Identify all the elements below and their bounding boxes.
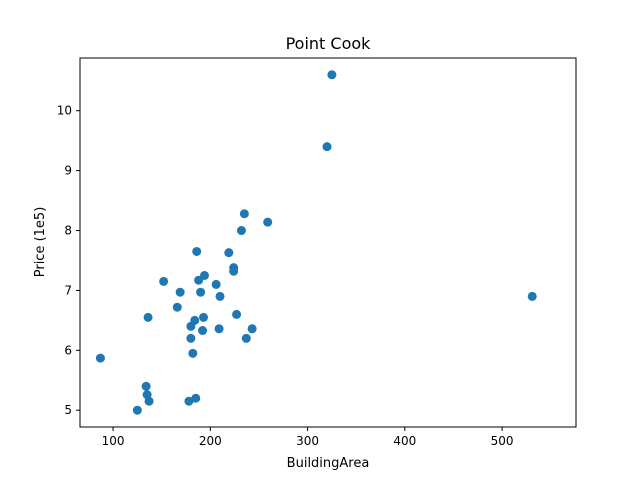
chart-title: Point Cook (286, 34, 372, 53)
data-point (199, 270, 209, 280)
data-point (188, 348, 198, 358)
data-point (199, 312, 209, 322)
data-point (175, 287, 185, 297)
data-point (190, 315, 200, 325)
x-tick-label: 100 (102, 434, 125, 448)
data-point (229, 266, 239, 276)
data-point (263, 217, 273, 227)
y-tick-label: 6 (64, 343, 72, 357)
data-point (327, 70, 337, 80)
data-point (211, 279, 221, 289)
data-point (224, 248, 234, 258)
x-tick-label: 200 (199, 434, 222, 448)
data-point (198, 326, 208, 336)
data-point (159, 276, 169, 286)
data-point (214, 324, 224, 334)
data-point (322, 142, 332, 152)
data-point (192, 246, 202, 256)
data-point (247, 324, 257, 334)
y-tick-label: 5 (64, 403, 72, 417)
data-point (141, 381, 151, 391)
x-tick-label: 400 (393, 434, 416, 448)
y-tick-label: 8 (64, 224, 72, 238)
data-point (232, 309, 242, 319)
y-tick-label: 9 (64, 164, 72, 178)
data-point (241, 333, 251, 343)
data-point (184, 396, 194, 406)
data-point (144, 396, 154, 406)
y-tick-label: 10 (57, 104, 72, 118)
data-point (239, 209, 249, 219)
data-point (186, 333, 196, 343)
data-point (527, 291, 537, 301)
x-tick-label: 300 (296, 434, 319, 448)
data-point (196, 287, 206, 297)
data-point (191, 393, 201, 403)
data-point (132, 405, 142, 415)
data-points (95, 70, 537, 415)
data-point (236, 226, 246, 236)
plot-area-frame (79, 57, 577, 428)
data-point (95, 353, 105, 363)
data-point (172, 302, 182, 312)
axis-ticks: 100 200 300 400 500 5 6 7 8 9 10 (57, 104, 514, 448)
data-point (143, 312, 153, 322)
y-tick-label: 7 (64, 283, 72, 297)
data-point (215, 291, 225, 301)
x-axis-label: BuildingArea (287, 456, 370, 471)
y-axis-label: Price (1e5) (33, 207, 48, 278)
x-tick-label: 500 (491, 434, 514, 448)
